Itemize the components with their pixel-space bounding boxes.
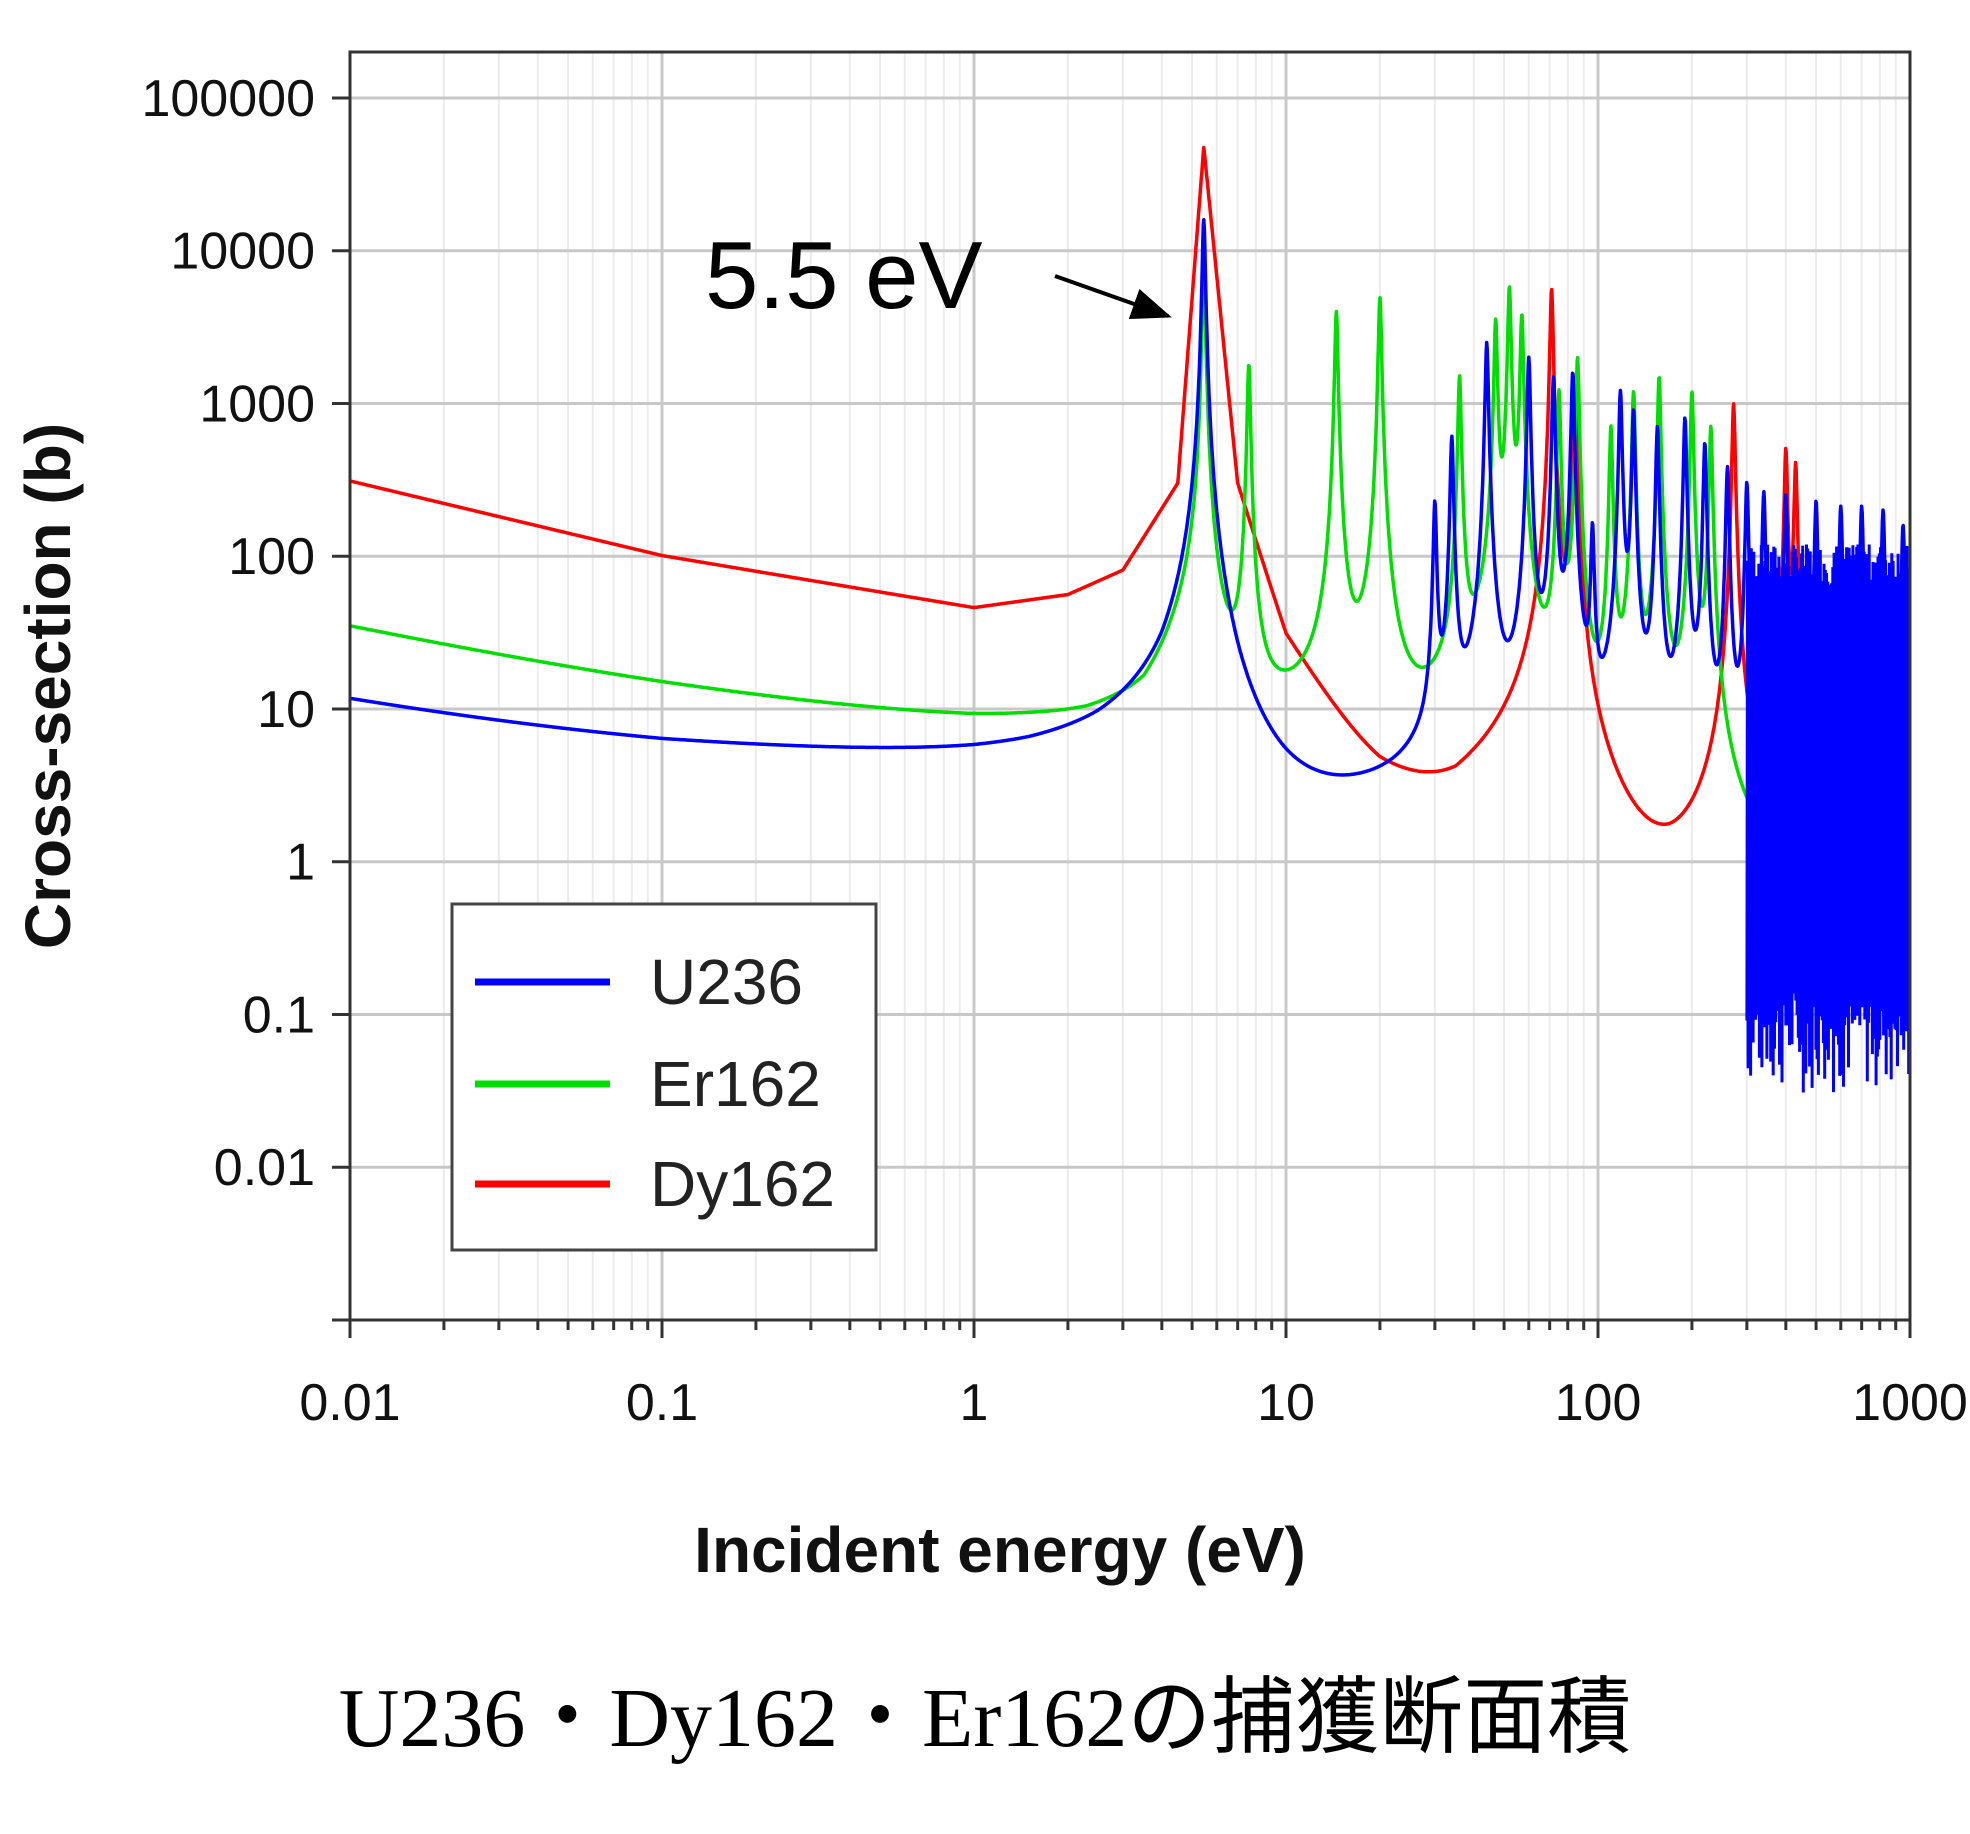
legend: U236 Er162 Dy162: [450, 902, 878, 1252]
series-noise-u236: [1745, 544, 1910, 1093]
legend-item-u236: U236: [475, 946, 803, 1018]
y-tick-label: 0.1: [243, 986, 315, 1044]
x-tick-label: 0.1: [626, 1374, 698, 1432]
series-lines: [350, 145, 1910, 1093]
x-tick-label: 100: [1555, 1374, 1642, 1432]
figure-caption: U236・Dy162・Er162の捕獲断面積: [338, 1672, 1632, 1765]
y-tick-label: 0.01: [214, 1139, 315, 1197]
axis-ticks: [332, 96, 1912, 1338]
cross-section-chart: 0.01 0.1 1 10 100 1000 0.01 0.1 1 10 100 1000 10000…: [12, 50, 1968, 1586]
legend-item-er162: Er162: [475, 1048, 821, 1120]
series-line-u236: [350, 217, 1910, 777]
x-tick-label: 1: [960, 1374, 989, 1432]
x-tick-label: 1000: [1852, 1374, 1968, 1432]
series-line-dy162: [350, 145, 1910, 866]
legend-label-er162: Er162: [650, 1048, 821, 1120]
x-axis-title: Incident energy (eV): [694, 1514, 1306, 1586]
resonance-annotation: 5.5 eV: [705, 222, 983, 329]
y-tick-label: 100000: [141, 70, 315, 128]
y-tick-label: 100: [228, 528, 315, 586]
plot-frame: [348, 50, 1912, 1322]
x-tick-label: 10: [1257, 1374, 1315, 1432]
x-tick-labels: 0.01 0.1 1 10 100 1000: [299, 1374, 1967, 1432]
legend-label-dy162: Dy162: [650, 1148, 835, 1220]
y-tick-labels: 0.01 0.1 1 10 100 1000 10000 100000: [141, 70, 315, 1197]
legend-box: [450, 902, 878, 1252]
y-axis-title: Cross-section (b): [12, 423, 84, 949]
y-tick-label: 10: [257, 681, 315, 739]
legend-item-dy162: Dy162: [475, 1148, 835, 1220]
y-tick-label: 10000: [170, 223, 315, 281]
annotation-arrow: [1054, 274, 1172, 320]
legend-label-u236: U236: [650, 946, 803, 1018]
y-tick-label: 1: [286, 834, 315, 892]
y-tick-label: 1000: [199, 375, 315, 433]
x-tick-label: 0.01: [299, 1374, 400, 1432]
